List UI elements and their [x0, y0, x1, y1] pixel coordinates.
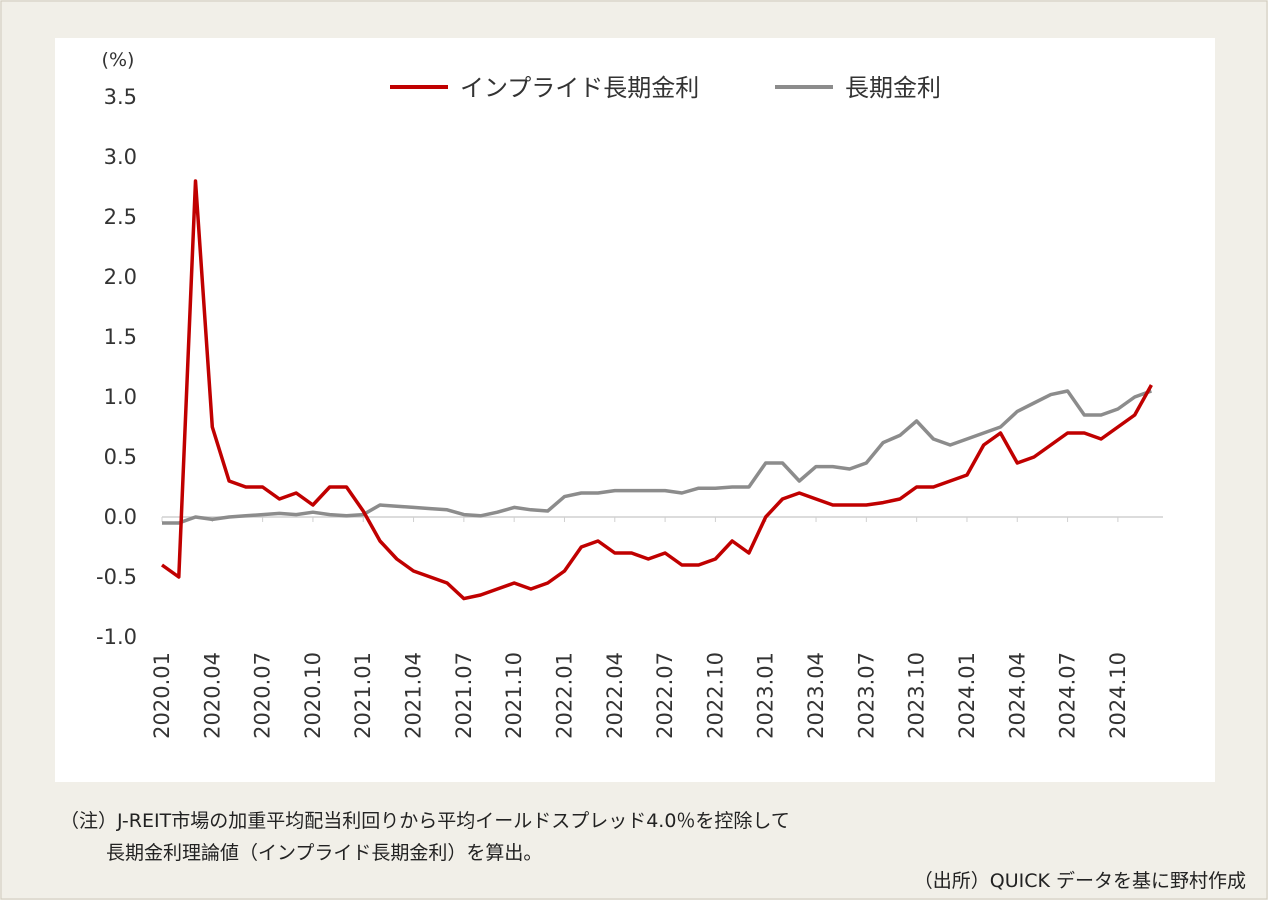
y-tick-label: 3.5: [104, 85, 137, 109]
x-tick-label: 2023.10: [905, 652, 929, 739]
x-tick-label: 2020.07: [251, 652, 275, 739]
note: 長期金利理論値（インプライド長期金利）を算出。: [106, 842, 543, 864]
x-tick-label: 2023.04: [804, 652, 828, 739]
y-tick-label: 2.5: [104, 205, 137, 229]
x-tick-label: 2022.07: [653, 652, 677, 739]
y-tick-label: 3.0: [104, 145, 137, 169]
y-tick-label: -1.0: [96, 625, 137, 649]
x-tick-label: 2020.01: [150, 652, 174, 739]
y-tick-label: 1.0: [104, 385, 137, 409]
x-tick-label: 2022.10: [703, 652, 727, 739]
x-tick-label: 2021.10: [502, 652, 526, 739]
x-tick-label: 2024.01: [955, 652, 979, 739]
x-tick-label: 2024.04: [1005, 652, 1029, 739]
series-line: [160, 179, 1153, 601]
y-tick-label: 1.5: [104, 325, 137, 349]
x-tick-label: 2022.04: [603, 652, 627, 739]
source: （出所）QUICK データを基に野村作成: [913, 870, 1246, 892]
y-tick-label: -0.5: [96, 565, 137, 589]
series-line: [162, 389, 1152, 525]
legend-label: インプライド長期金利: [460, 74, 699, 102]
x-tick-label: 2020.04: [200, 652, 224, 739]
x-tick-label: 2022.01: [552, 652, 576, 739]
x-tick-label: 2023.07: [854, 652, 878, 739]
x-tick-label: 2020.10: [301, 652, 325, 739]
x-tick-label: 2023.01: [754, 652, 778, 739]
y-tick-label: 0.5: [104, 445, 137, 469]
x-tick-label: 2021.04: [402, 652, 426, 739]
y-tick-label: 2.0: [104, 265, 137, 289]
legend-label: 長期金利: [845, 74, 941, 102]
x-tick-label: 2021.01: [351, 652, 375, 739]
y-unit: (%): [102, 49, 135, 71]
x-tick-label: 2024.10: [1106, 652, 1130, 739]
x-tick-label: 2021.07: [452, 652, 476, 739]
plot-panel: [55, 38, 1215, 782]
y-tick-label: 0.0: [104, 505, 137, 529]
note: （注）J-REIT市場の加重平均配当利回りから平均イールドスプレッド4.0％を控…: [60, 810, 790, 832]
x-tick-label: 2024.07: [1056, 652, 1080, 739]
